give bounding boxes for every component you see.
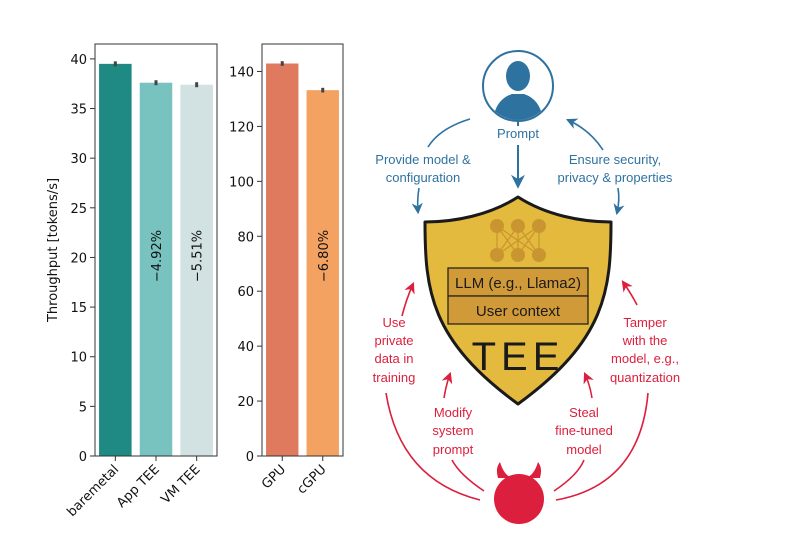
ensure-arrow-icon (565, 118, 604, 151)
threat-modify-line3: prompt (433, 442, 474, 457)
x-tick-label: VM TEE (159, 462, 204, 507)
y-tick-label: 40 (237, 340, 254, 355)
provide-arc (427, 118, 471, 148)
y-tick-label: 25 (70, 202, 87, 217)
prompt-label: Prompt (497, 126, 539, 141)
threat-use-data-line1: Use (382, 315, 405, 330)
y-tick-label: 15 (70, 301, 87, 316)
y-tick-label: 0 (79, 450, 87, 465)
bar-baremetal (99, 63, 132, 457)
provide-label-line1: Provide model & (375, 152, 471, 167)
ensure-down-arrow-icon (613, 187, 625, 216)
threat-steal-line1: Steal (569, 405, 599, 420)
overhead-annotation: −5.51% (191, 230, 206, 282)
steal-arrow-icon (583, 371, 594, 399)
threat-tamper-line4: quantization (610, 370, 680, 385)
provide-arrow-icon (411, 187, 423, 215)
y-tick-label: 100 (229, 175, 254, 190)
overhead-annotation: −6.80% (317, 230, 332, 282)
neural-network-icon (490, 219, 546, 262)
y-tick-label: 35 (70, 103, 87, 118)
y-tick-label: 40 (70, 53, 87, 68)
tamper-arc (555, 392, 649, 501)
y-tick-label: 5 (79, 400, 87, 415)
user-context-label: User context (476, 303, 561, 320)
ensure-label-line2: privacy & properties (558, 170, 673, 185)
y-tick-label: 10 (70, 351, 87, 366)
y-tick-label: 20 (237, 395, 254, 410)
steal-arc (553, 459, 585, 492)
threat-modify-line2: system (432, 423, 473, 438)
modify-arc (451, 459, 485, 492)
bar-cgpu (306, 90, 339, 457)
bar-vm-tee (180, 84, 213, 456)
y-tick-label: 80 (237, 230, 254, 245)
threat-tamper-line1: Tamper (623, 315, 667, 330)
threat-tamper-line2: with the (622, 333, 668, 348)
bar-gpu (266, 63, 299, 456)
threat-use-data-line3: data in (374, 351, 413, 366)
threat-steal-line3: model (566, 442, 602, 457)
use-data-arc (385, 392, 481, 501)
y-axis-label: Throughput [tokens/s] (46, 178, 61, 323)
modify-arrow-icon (441, 371, 453, 399)
overhead-annotation: −4.92% (150, 230, 165, 282)
threat-use-data-line4: training (373, 370, 416, 385)
ensure-label-line1: Ensure security, (569, 152, 661, 167)
y-tick-label: 60 (237, 285, 254, 300)
tee-shield: LLM (e.g., Llama2) User context TEE (423, 195, 613, 406)
x-tick-label: cGPU (295, 462, 330, 497)
attacker-devil-icon (494, 462, 544, 524)
threat-use-data-line2: private (374, 333, 413, 348)
threat-steal-line2: fine-tuned (555, 423, 613, 438)
user-context-box (447, 295, 589, 325)
llm-label: LLM (e.g., Llama2) (455, 275, 581, 292)
threat-tamper-line3: model, e.g., (611, 351, 679, 366)
llm-box (447, 267, 589, 297)
x-tick-label: baremetal (64, 462, 122, 520)
tamper-arrow-icon (621, 280, 638, 306)
tee-title: TEE (472, 335, 565, 379)
cpu-throughput-chart: −4.92% −5.51% 0 5 10 15 20 25 30 35 40 baremetalA… (46, 43, 218, 520)
threat-modify-line1: Modify (434, 405, 473, 420)
x-tick-label: GPU (259, 462, 289, 492)
y-tick-label: 30 (70, 152, 87, 167)
y-tick-label: 140 (229, 65, 254, 80)
y-tick-label: 120 (229, 120, 254, 135)
x-tick-label: App TEE (114, 462, 163, 511)
y-tick-label: 20 (70, 251, 87, 266)
user-avatar-icon (482, 50, 554, 122)
tee-threat-diagram: Prompt Provide model & configuration Ens… (373, 50, 680, 524)
bar-app-tee (139, 82, 173, 456)
gpu-throughput-chart: −6.80% 0 20 40 60 80 100 120 140 GPU cGPU (229, 43, 344, 497)
provide-label-line2: configuration (386, 170, 460, 185)
use-data-arrow-icon (401, 281, 415, 317)
y-tick-label: 0 (246, 450, 254, 465)
plot-frame (261, 43, 344, 457)
